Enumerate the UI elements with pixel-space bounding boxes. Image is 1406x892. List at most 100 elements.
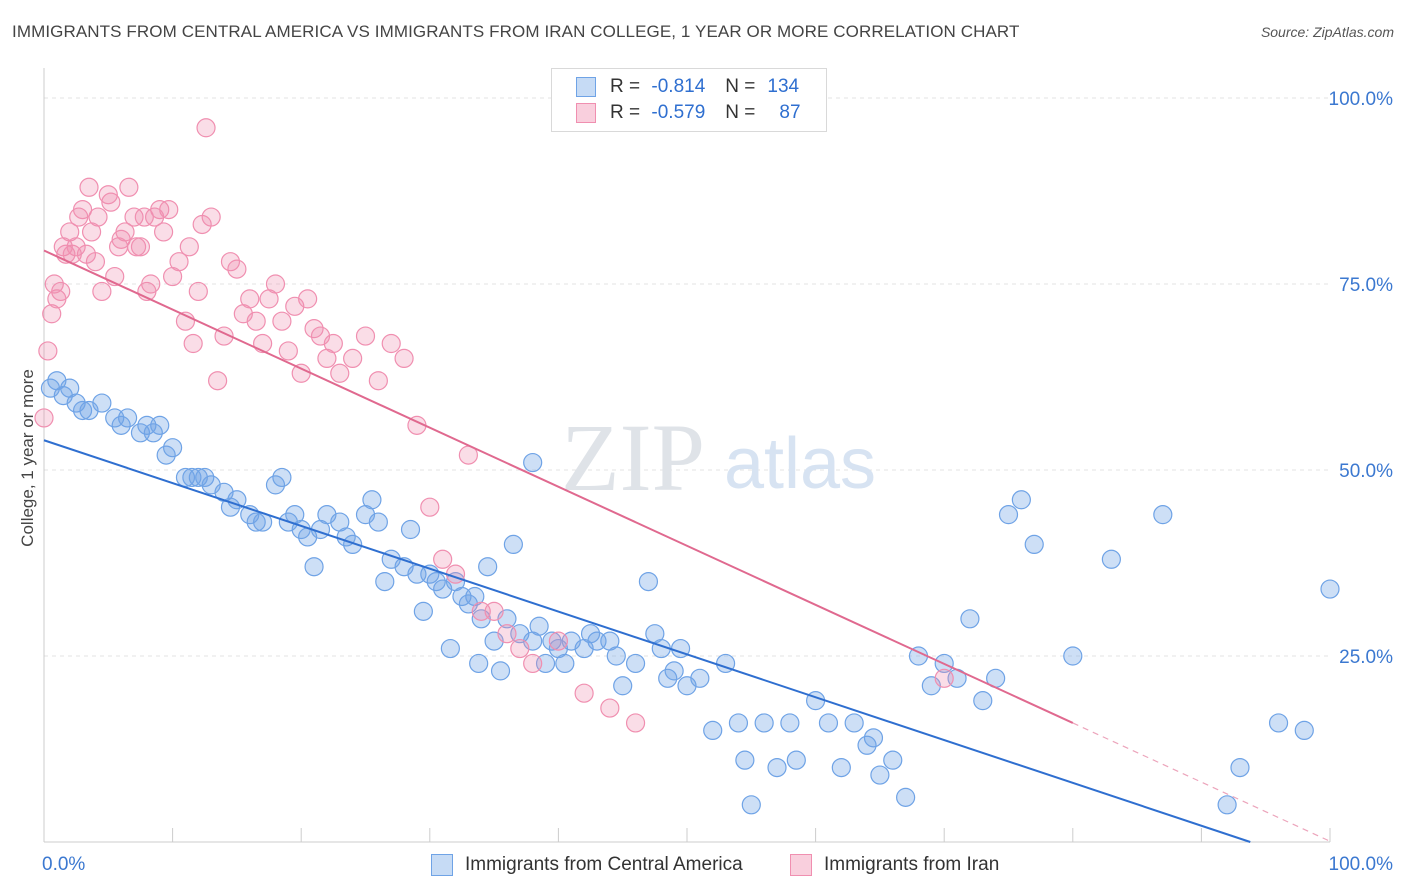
data-point — [278, 341, 298, 361]
data-point — [34, 408, 54, 428]
data-point — [1024, 534, 1044, 555]
data-point — [195, 467, 215, 488]
data-point — [119, 177, 139, 197]
trend-line-1 — [43, 249, 1074, 724]
data-point — [246, 512, 266, 532]
trend-line-extension-1 — [1072, 722, 1331, 842]
data-point — [183, 333, 203, 354]
data-point — [857, 735, 877, 755]
data-point — [960, 609, 980, 629]
data-point — [613, 676, 633, 696]
data-point — [92, 281, 112, 302]
data-point — [741, 795, 761, 815]
data-point — [1153, 505, 1173, 525]
data-point — [201, 207, 221, 227]
data-point — [503, 534, 523, 555]
data-point — [606, 646, 626, 666]
chart-title: IMMIGRANTS FROM CENTRAL AMERICA VS IMMIG… — [12, 22, 1020, 41]
data-point — [141, 274, 161, 294]
data-point — [85, 252, 106, 272]
data-point — [265, 274, 286, 294]
watermark-atlas: atlas — [724, 424, 876, 504]
data-point — [863, 728, 884, 748]
data-point — [330, 363, 350, 383]
data-point — [400, 519, 421, 540]
data-point — [51, 281, 71, 302]
data-point — [134, 207, 154, 227]
data-point — [478, 557, 498, 577]
data-point — [368, 512, 388, 532]
data-point — [66, 237, 86, 257]
data-point — [600, 698, 620, 718]
x-tick-label: 0.0% — [42, 854, 85, 875]
data-point — [227, 259, 247, 279]
data-point — [548, 631, 569, 651]
tick-labels: 25.0% 50.0% 75.0% 100.0% 0.0% 100.0% — [42, 89, 1393, 875]
data-point — [638, 571, 659, 592]
data-point — [542, 631, 562, 651]
data-point — [690, 668, 710, 688]
data-point — [188, 281, 208, 302]
data-point — [625, 713, 646, 733]
data-point — [111, 415, 131, 435]
data-point — [362, 490, 382, 510]
legend-swatch-pink — [576, 103, 596, 123]
data-point — [92, 393, 112, 413]
data-point — [831, 757, 851, 778]
data-point — [153, 222, 174, 242]
y-tick-label: 100.0% — [1329, 89, 1394, 110]
data-point — [98, 185, 118, 205]
x-tick-label: 100.0% — [1329, 854, 1394, 875]
watermark-zip: ZIP — [561, 404, 705, 511]
data-point — [1320, 579, 1340, 599]
y-tick-label: 50.0% — [1339, 461, 1393, 482]
data-point — [998, 505, 1019, 525]
data-point — [304, 319, 324, 339]
data-point — [323, 333, 343, 354]
data-point — [196, 118, 216, 138]
data-point — [433, 549, 453, 569]
data-point — [42, 304, 62, 324]
data-points — [34, 118, 1340, 815]
data-point — [227, 490, 247, 510]
data-point — [124, 207, 144, 227]
r-label: R = — [610, 102, 641, 123]
legend-swatch-pink — [790, 854, 812, 876]
data-point — [159, 200, 179, 220]
legend-label: Immigrants from Central America — [465, 854, 743, 875]
legend-row-iran: R = -0.579 N = 87 — [576, 101, 801, 125]
data-point — [426, 571, 446, 592]
data-point — [72, 400, 93, 421]
data-point — [1268, 713, 1289, 733]
data-point — [664, 661, 684, 681]
data-point — [574, 683, 594, 703]
data-point — [381, 333, 401, 354]
data-point — [150, 415, 170, 435]
r-value: -0.579 — [651, 102, 706, 123]
legend-label: Immigrants from Iran — [824, 854, 1000, 875]
legend-swatch-blue — [431, 854, 453, 876]
data-point — [143, 423, 163, 443]
data-point — [169, 252, 189, 272]
data-point — [523, 452, 543, 473]
data-point — [265, 475, 286, 495]
data-point — [101, 192, 121, 212]
data-point — [179, 237, 199, 257]
data-point — [44, 274, 64, 294]
data-point — [375, 571, 395, 592]
data-point — [786, 750, 806, 770]
grid-lines — [44, 97, 1330, 657]
n-label: N = — [725, 102, 756, 123]
data-point — [291, 363, 311, 383]
data-point — [355, 326, 376, 346]
data-point — [490, 661, 511, 681]
data-point — [625, 653, 646, 674]
data-point — [973, 691, 993, 711]
data-point — [117, 408, 138, 428]
data-point — [883, 750, 903, 770]
data-point — [38, 341, 58, 361]
data-point — [220, 252, 241, 272]
data-point — [440, 638, 460, 659]
trend-line-0 — [43, 439, 1251, 843]
data-point — [420, 497, 440, 517]
